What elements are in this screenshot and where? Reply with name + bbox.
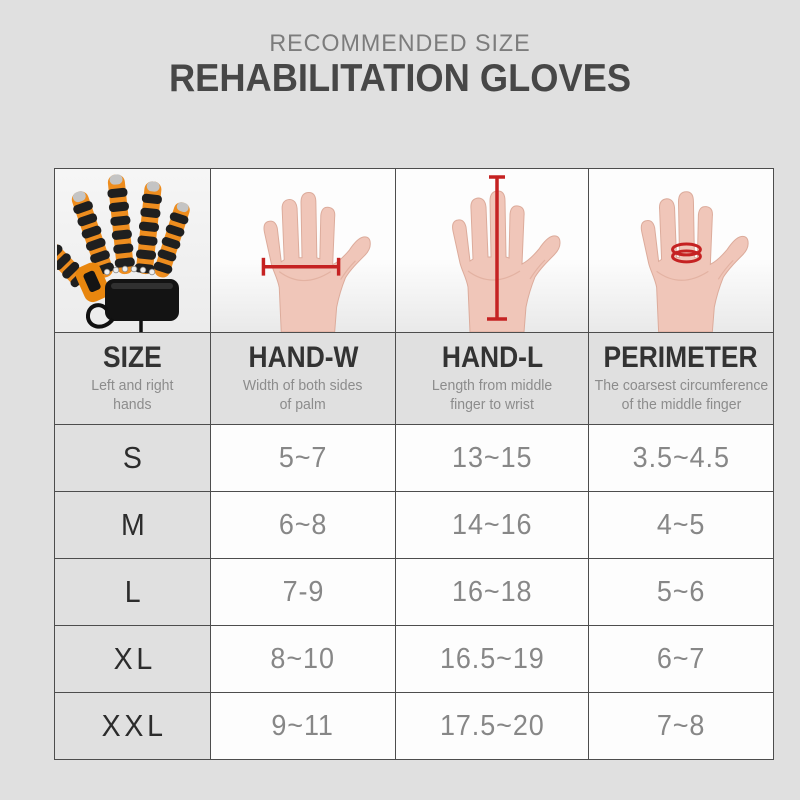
hand-l-column-desc: Length from middle finger to wrist [431,378,553,414]
perimeter-ring [671,242,702,264]
hand-length-illustration [451,175,561,332]
perimeter-value: 3.5~4.5 [632,441,730,474]
column-header-hand-w: HAND-W Width of both sides of palm [211,333,395,424]
table-row-l-hand-l: 16~18 [396,559,588,625]
column-header-perimeter: PERIMETER The coarsest circumference of … [589,333,773,424]
size-value: XXL [101,708,167,743]
size-value: XL [113,641,156,676]
table-row-l-perimeter: 5~6 [589,559,773,625]
length-measure-line [487,175,507,321]
table-row-xxl-perimeter: 7~8 [589,693,773,759]
width-measure-line [261,257,341,276]
column-header-size: SIZE Left and right hands [55,333,210,424]
hand-l-value: 13~15 [451,441,533,474]
table-row-s-hand-l: 13~15 [396,425,588,491]
hand-w-column-label: HAND-W [248,340,358,374]
column-header-hand-l: HAND-L Length from middle finger to wris… [396,333,588,424]
hand-l-column-label: HAND-L [441,340,543,374]
table-row-xl-size: XL [55,626,210,692]
perimeter-value: 4~5 [656,508,706,541]
perimeter-value: 7~8 [656,709,706,742]
perimeter-column-desc: The coarsest circumference of the middle… [594,378,768,414]
perimeter-value: 6~7 [656,642,706,675]
table-row-xl-perimeter: 6~7 [589,626,773,692]
size-value: S [122,440,146,475]
hand-w-value: 8~10 [270,642,336,675]
perimeter-value: 5~6 [656,575,706,608]
hand-width-measure-photo [211,169,395,332]
size-column-label: SIZE [103,340,162,374]
hand-l-value: 16.5~19 [439,642,545,675]
page-title: REHABILITATION GLOVES [168,57,632,100]
table-row-m-hand-w: 6~8 [211,492,395,558]
hand-w-value: 7-9 [282,575,324,608]
perimeter-column-label: PERIMETER [603,340,759,374]
size-chart-table: SIZE Left and right hands HAND-W Width o… [54,168,774,760]
table-row-m-size: M [55,492,210,558]
table-row-s-hand-w: 5~7 [211,425,395,491]
table-row-xl-hand-l: 16.5~19 [396,626,588,692]
table-row-xl-hand-w: 8~10 [211,626,395,692]
table-row-l-hand-w: 7-9 [211,559,395,625]
hand-w-column-desc: Width of both sides of palm [243,378,363,414]
hand-l-value: 17.5~20 [439,709,545,742]
rehab-glove-photo [55,169,210,332]
table-row-s-size: S [55,425,210,491]
table-row-xxl-size: XXL [55,693,210,759]
size-column-desc: Left and right hands [91,378,174,414]
hand-w-value: 9~11 [271,709,335,742]
size-value: L [124,574,145,609]
table-row-s-perimeter: 3.5~4.5 [589,425,773,491]
table-row-m-perimeter: 4~5 [589,492,773,558]
recommended-size-subtitle: RECOMMENDED SIZE [269,30,531,57]
hand-l-value: 16~18 [451,575,533,608]
hand-w-value: 6~8 [278,508,328,541]
hand-l-value: 14~16 [451,508,533,541]
hand-w-value: 5~7 [278,441,328,474]
table-row-xxl-hand-w: 9~11 [211,693,395,759]
table-row-m-hand-l: 14~16 [396,492,588,558]
finger-perimeter-measure-photo [589,169,773,332]
table-row-l-size: L [55,559,210,625]
hand-width-illustration [261,191,371,332]
finger-perimeter-illustration [640,191,749,332]
table-row-xxl-hand-l: 17.5~20 [396,693,588,759]
size-value: M [120,507,149,542]
hand-length-measure-photo [396,169,588,332]
rehab-glove-illustration [57,174,190,332]
